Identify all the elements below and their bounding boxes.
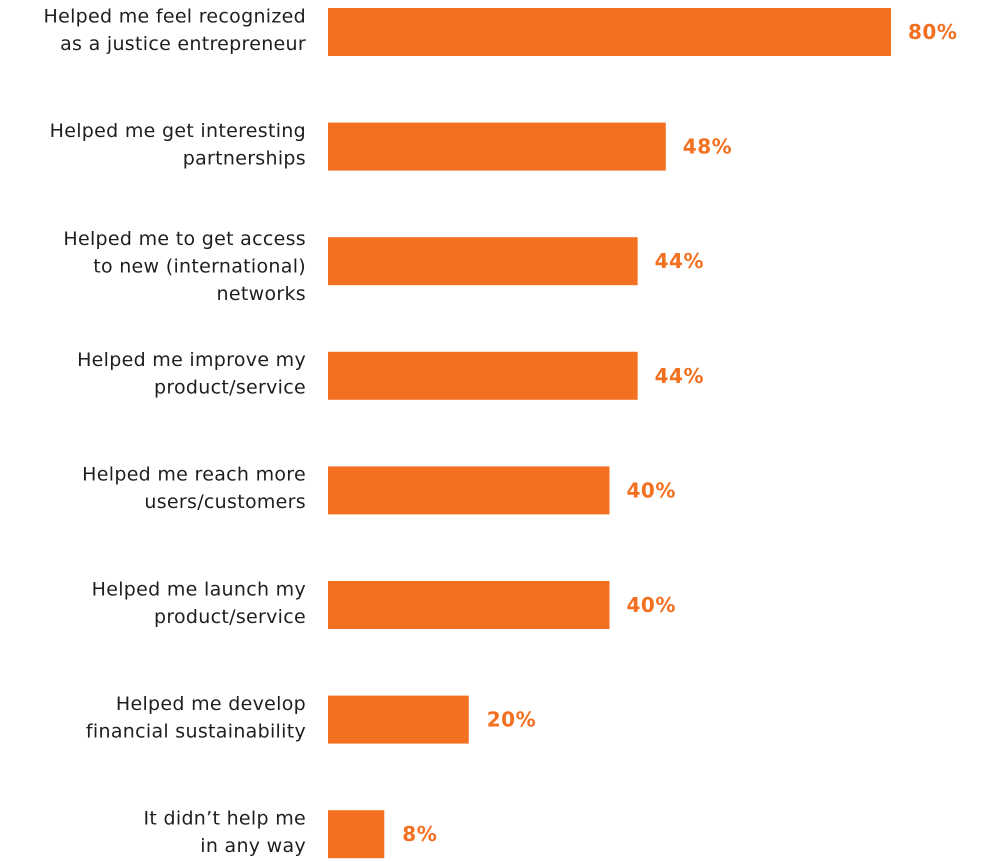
value-label-1: 80% [908, 20, 957, 44]
category-label-6: Helped me launch my product/service [92, 578, 306, 628]
bar-6 [328, 581, 610, 629]
category-label-line: users/customers [144, 491, 306, 513]
value-label-6: 40% [627, 593, 676, 617]
category-label-8: It didn’t help me in any way [144, 807, 306, 857]
category-label-3: Helped me to get access to new (internati… [63, 228, 306, 305]
category-label-line: Helped me get interesting [50, 120, 306, 142]
category-label-1: Helped me feel recognized as a justice en… [44, 5, 307, 55]
bar-4 [328, 351, 638, 400]
category-label-line: product/service [154, 606, 306, 628]
value-label-2: 48% [683, 135, 732, 159]
bar-3 [328, 237, 638, 286]
category-label-5: Helped me reach more users/customers [82, 464, 306, 514]
category-label-4: Helped me improve my product/service [77, 349, 306, 399]
category-label-line: to new (international) [93, 256, 306, 278]
bar-7 [328, 695, 469, 744]
value-label-8: 8% [402, 822, 437, 846]
category-label-line: as a justice entrepreneur [60, 33, 306, 55]
category-label-line: Helped me improve my [77, 349, 306, 371]
category-label-line: financial sustainability [86, 720, 306, 742]
category-label-7: Helped me develop financial sustainabilit… [86, 693, 306, 743]
category-label-line: partnerships [183, 147, 306, 169]
category-label-line: in any way [200, 835, 306, 857]
category-label-line: Helped me launch my [92, 578, 306, 600]
category-label-line: product/service [154, 377, 306, 399]
bar-5 [328, 466, 610, 515]
category-label-line: Helped me to get access [63, 228, 306, 250]
category-label-line: networks [217, 283, 306, 305]
bar-8 [328, 810, 385, 859]
category-label-line: Helped me develop [116, 693, 306, 715]
category-label-line: Helped me reach more [82, 464, 306, 486]
category-label-2: Helped me get interesting partnerships [50, 120, 306, 170]
category-label-line: Helped me feel recognized [44, 5, 307, 27]
value-label-5: 40% [627, 478, 676, 502]
value-label-3: 44% [655, 249, 704, 273]
bar-2 [328, 122, 666, 171]
value-label-7: 20% [487, 708, 536, 732]
bar-1 [328, 8, 891, 56]
value-label-4: 44% [655, 364, 704, 388]
category-label-line: It didn’t help me [144, 807, 306, 829]
